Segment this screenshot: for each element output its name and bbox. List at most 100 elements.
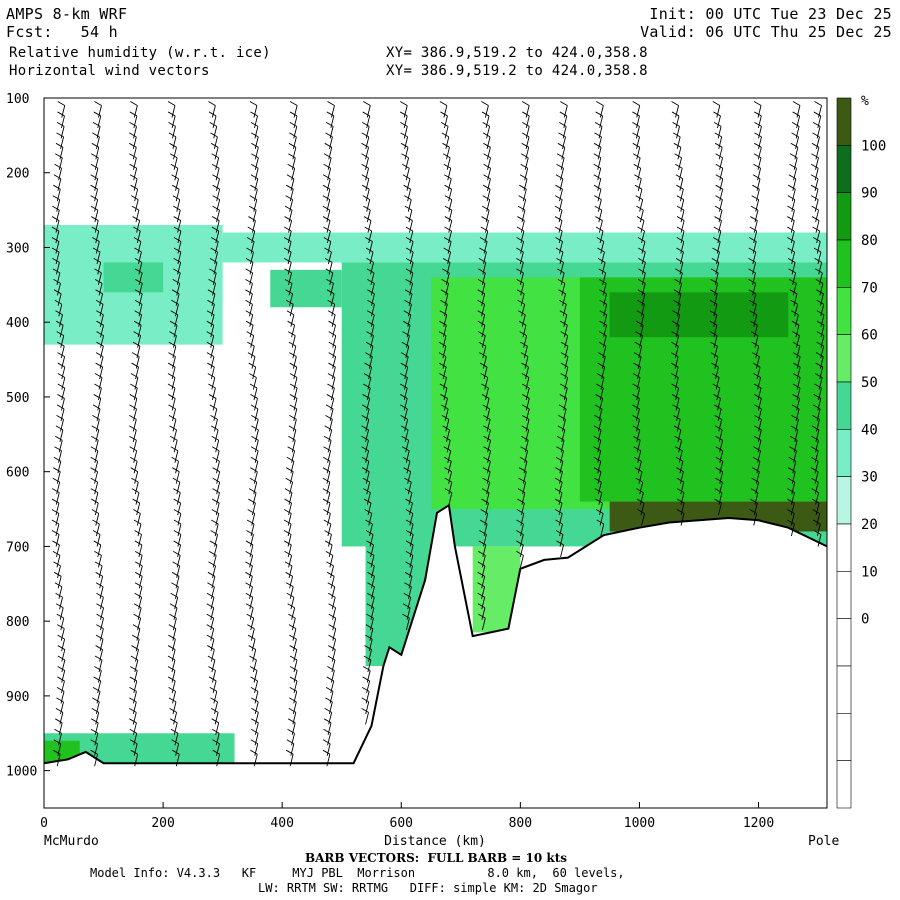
wind-barb [404,136,409,149]
wind-barb-tick [748,278,756,284]
wind-barb-tick [750,320,758,326]
wind-barb-tick [438,352,447,357]
wind-barb-tick [399,111,408,117]
wind-barb [719,157,723,170]
wind-barb [171,115,176,129]
wind-barb [56,471,61,484]
wind-barb [560,440,565,453]
wind-barb-tick [635,331,643,337]
wind-barb [176,199,181,212]
wind-barb-tick [787,258,796,263]
wind-barb-tick [635,477,643,483]
wind-barb-tick [212,467,220,473]
wind-barb [597,178,602,191]
wind-barb-tick [245,561,253,567]
wind-barb-tick [714,205,723,211]
wind-barb-tick [134,540,143,546]
wind-barb-tick [555,519,563,525]
wind-barb [55,251,60,265]
wind-barb [293,387,298,401]
wind-barb [562,136,566,149]
wind-barb [293,670,298,683]
wind-barb [482,534,487,547]
wind-barb-tick [211,237,219,242]
wind-barb-tick [209,404,218,410]
wind-barb-tick [709,320,718,326]
valid-time: Valid: 06 UTC Thu 25 Dec 25 [640,23,892,41]
wind-barb-tick [405,550,414,556]
wind-barb-tick [208,550,217,556]
wind-barb-tick [170,718,178,724]
wind-barb-tick [131,645,139,650]
wind-barb [254,691,259,704]
barb-note: BARB VECTORS: FULL BARB = 10 kts [304,851,568,865]
wind-barb [564,346,569,359]
wind-barb-tick [129,163,137,169]
wind-barb [94,471,99,484]
wind-barb [173,607,178,620]
wind-barb-tick [90,488,99,494]
wind-barb-tick [207,645,215,650]
wind-barb-tick [559,310,568,316]
wind-barb [171,387,176,401]
wind-barb-tick [482,414,491,420]
wind-barb [365,461,370,474]
wind-barb [603,293,607,306]
colorbar-label: 40 [861,422,878,438]
wind-barb-tick [325,687,334,692]
wind-barb [598,492,603,505]
wind-barb-tick [53,289,62,295]
wind-barb-tick [367,561,375,567]
wind-barb [174,450,179,463]
wind-barb [755,356,760,369]
wind-barb [132,419,137,432]
wind-barb [407,189,412,202]
wind-barb [718,147,723,160]
wind-barb [94,178,99,191]
wind-barb [758,136,762,149]
wind-barb-tick [709,331,718,337]
wind-barb [367,502,372,516]
wind-barb-tick [672,404,680,410]
wind-barb [409,523,414,537]
wind-barb-tick [400,425,409,431]
wind-barb [210,597,215,610]
wind-barb-tick [173,205,181,211]
wind-barb-tick [208,394,217,399]
wind-barb-tick [557,425,566,431]
wind-barb-tick [676,205,685,211]
wind-barb-tick [403,467,411,473]
wind-barb [444,398,448,411]
wind-barb [212,565,216,578]
wind-barb [791,251,796,265]
wind-barb [94,450,99,463]
wind-barb-tick [638,258,646,263]
wind-barb-tick [56,613,65,619]
wind-barb [250,335,255,348]
wind-barb-tick [593,456,601,462]
wind-barb [327,523,332,537]
wind-barb [755,199,760,212]
wind-barb [291,168,296,181]
wind-barb-tick [168,634,176,640]
wind-barb [287,230,292,244]
wind-barb [370,335,374,348]
wind-barb-tick [285,477,293,483]
wind-barb-tick [811,216,820,221]
wind-barb [327,450,332,463]
wind-barb-tick [813,519,821,525]
wind-barb [483,241,488,254]
wind-barb [796,387,801,401]
wind-barb-tick [556,153,565,159]
wind-barb-tick [403,184,411,190]
wind-barb-tick [90,195,98,201]
wind-barb [445,136,450,149]
wind-barb-tick [361,163,369,169]
wind-barb-tick [326,394,335,399]
wind-barb-tick [671,373,679,378]
wind-barb-tick [129,739,138,745]
rh-region [609,292,789,338]
wind-barb [138,565,143,578]
wind-barb [641,272,646,285]
wind-barb-tick [479,352,487,357]
